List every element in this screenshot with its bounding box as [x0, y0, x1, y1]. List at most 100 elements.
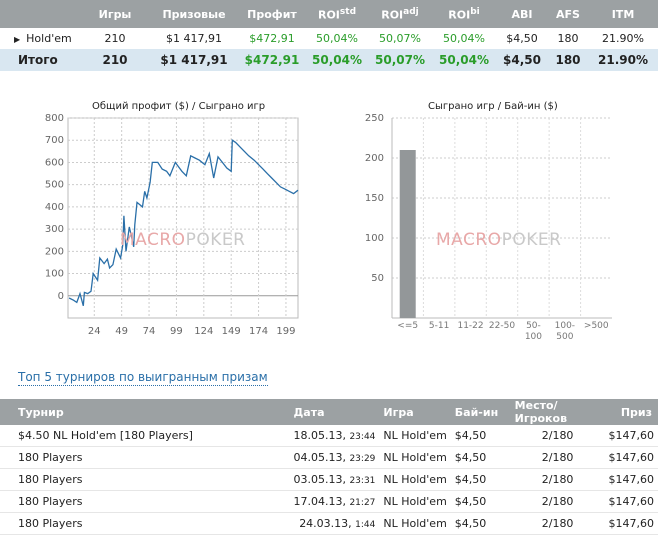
summary-cell-roi-adj: 50,07% — [368, 49, 432, 71]
tournament-date: 04.05.13, 23:29 — [289, 446, 380, 469]
y-tick-label: 150 — [365, 193, 384, 204]
summary-header-roi-adj: ROIadj — [368, 0, 432, 28]
x-tick-label: 74 — [143, 326, 156, 337]
x-tick-label: 24 — [88, 326, 101, 337]
summary-header-roi-bi: ROIbi — [432, 0, 496, 28]
plot-area — [67, 117, 299, 319]
summary-cell-prizes: $1 417,91 — [166, 32, 222, 45]
tournament-name[interactable]: 180 Players — [0, 512, 290, 535]
expand-caret-icon[interactable]: ▶ — [14, 35, 21, 44]
y-tick-label: 250 — [365, 113, 384, 124]
y-tick-label: 700 — [45, 135, 64, 146]
col-buyin[interactable]: Бай-ин — [450, 399, 511, 425]
tournament-buyin: $4,50 — [450, 468, 511, 491]
x-tick-label: 49 — [115, 326, 128, 337]
tournament-name[interactable]: 180 Players — [0, 446, 290, 469]
tournament-game: NL Hold'em — [379, 490, 451, 513]
top-tournaments-table: Турнир Дата Игра Бай-ин Место/Игроков Пр… — [0, 399, 658, 535]
summary-cell-itm: 21.90% — [588, 49, 658, 71]
x-tick-label: 149 — [222, 326, 241, 337]
y-tick-label: 0 — [58, 291, 64, 302]
profit-chart: 0 100 200 300 400 500 600 700 800 24 49 74 99 124 149 1… — [45, 113, 299, 337]
summary-cell-roi-std: 50,04% — [306, 49, 368, 71]
tournament-buyin: $4,50 — [450, 512, 511, 535]
profit-chart-title: Общий профит ($) / Сыграно игр — [92, 101, 266, 112]
summary-cell-abi: $4,50 — [506, 32, 538, 45]
summary-cell-roi-std: 50,04% — [316, 32, 358, 45]
tournament-place: 2/180 — [510, 512, 605, 535]
y-tick-label: 800 — [45, 113, 64, 124]
y-tick-label: 100 — [45, 269, 64, 280]
summary-cell-itm: 21.90% — [602, 32, 644, 45]
tournament-buyin: $4,50 — [450, 490, 511, 513]
y-tick-label: 200 — [365, 153, 384, 164]
tournament-prize: $147,60 — [604, 512, 658, 535]
col-prize[interactable]: Приз — [604, 399, 658, 425]
summary-header-name — [0, 0, 80, 28]
summary-cell-profit: $472,91 — [238, 49, 306, 71]
tournament-date: 18.05.13, 23:44 — [289, 425, 380, 447]
top-tournaments-link[interactable]: Топ 5 турниров по выигранным призам — [18, 370, 268, 386]
y-tick-label: 600 — [45, 157, 64, 168]
top-header-row: Турнир Дата Игра Бай-ин Место/Игроков Пр… — [0, 399, 658, 425]
summary-header-prizes: Призовые — [150, 0, 238, 28]
watermark-logo: MACROPOKER — [120, 230, 246, 250]
x-tick-label: <=5 — [397, 321, 418, 331]
x-tick-label: 50-100 — [525, 321, 542, 342]
summary-cell-afs: 180 — [557, 32, 579, 45]
summary-header-profit: Профит — [238, 0, 306, 28]
table-row[interactable]: $4.50 NL Hold'em [180 Players] 18.05.13,… — [0, 425, 658, 447]
x-tick-label: 199 — [276, 326, 295, 337]
table-row[interactable]: 180 Players 03.05.13, 23:31 NL Hold'em $… — [0, 468, 658, 491]
summary-cell-roi-bi: 50,04% — [443, 32, 485, 45]
y-tick-label: 200 — [45, 246, 64, 257]
tournament-place: 2/180 — [510, 425, 605, 447]
tournament-place: 2/180 — [510, 446, 605, 469]
summary-cell-profit: $472,91 — [249, 32, 295, 45]
tournament-date: 24.03.13, 1:44 — [289, 512, 380, 535]
summary-cell-prizes: $1 417,91 — [150, 49, 238, 71]
y-tick-label: 400 — [45, 202, 64, 213]
tournament-prize: $147,60 — [604, 490, 658, 513]
summary-header-row: Игры Призовые Профит ROIstd ROIadj ROIbi… — [0, 0, 658, 28]
tournament-name[interactable]: 180 Players — [0, 468, 290, 491]
col-game[interactable]: Игра — [379, 399, 451, 425]
table-row[interactable]: 180 Players 24.03.13, 1:44 NL Hold'em $4… — [0, 512, 658, 535]
buyin-chart: 50 100 150 200 250 <=5 5-11 11-22 22-50 50-100 100… — [365, 113, 612, 342]
tournament-date: 03.05.13, 23:31 — [289, 468, 380, 491]
summary-header-roi-std: ROIstd — [306, 0, 368, 28]
x-tick-label: 5-11 — [429, 321, 449, 331]
summary-cell-games: 210 — [104, 32, 126, 45]
table-row[interactable]: 180 Players 04.05.13, 23:29 NL Hold'em $… — [0, 446, 658, 469]
summary-cell-roi-bi: 50,04% — [432, 49, 496, 71]
summary-table: Игры Призовые Профит ROIstd ROIadj ROIbi… — [0, 0, 658, 71]
table-row[interactable]: 180 Players 17.04.13, 21:27 NL Hold'em $… — [0, 490, 658, 513]
col-date[interactable]: Дата — [289, 399, 380, 425]
y-tick-label: 50 — [371, 273, 384, 284]
tournament-game: NL Hold'em — [379, 446, 451, 469]
x-tick-label: >500 — [584, 321, 609, 331]
tournament-prize: $147,60 — [604, 425, 658, 447]
tournament-prize: $147,60 — [604, 446, 658, 469]
summary-row-total: Итого 210 $1 417,91 $472,91 50,04% 50,07… — [0, 49, 658, 71]
x-tick-label: 99 — [170, 326, 183, 337]
x-tick-label: 11-22 — [457, 321, 483, 331]
buyin-chart-title: Сыграно игр / Бай-ин ($) — [428, 101, 558, 112]
col-tournament[interactable]: Турнир — [0, 399, 290, 425]
summary-cell-roi-adj: 50,07% — [379, 32, 421, 45]
summary-header-abi: ABI — [496, 0, 548, 28]
x-tick-label: 174 — [249, 326, 268, 337]
tournament-name[interactable]: $4.50 NL Hold'em [180 Players] — [0, 425, 290, 447]
summary-cell-name[interactable]: ▶ Hold'em — [14, 32, 72, 45]
tournament-prize: $147,60 — [604, 468, 658, 491]
tournament-place: 2/180 — [510, 490, 605, 513]
summary-header-afs: AFS — [548, 0, 588, 28]
summary-cell-abi: $4,50 — [496, 49, 548, 71]
summary-row-holdem[interactable]: ▶ Hold'em 210 $1 417,91 $472,91 50,04% 50… — [0, 28, 658, 49]
x-tick-label: 22-50 — [489, 321, 515, 331]
col-place[interactable]: Место/Игроков — [510, 399, 605, 425]
tournament-name[interactable]: 180 Players — [0, 490, 290, 513]
tournament-buyin: $4,50 — [450, 425, 511, 447]
y-tick-label: 100 — [365, 233, 384, 244]
summary-cell-games: 210 — [80, 49, 150, 71]
